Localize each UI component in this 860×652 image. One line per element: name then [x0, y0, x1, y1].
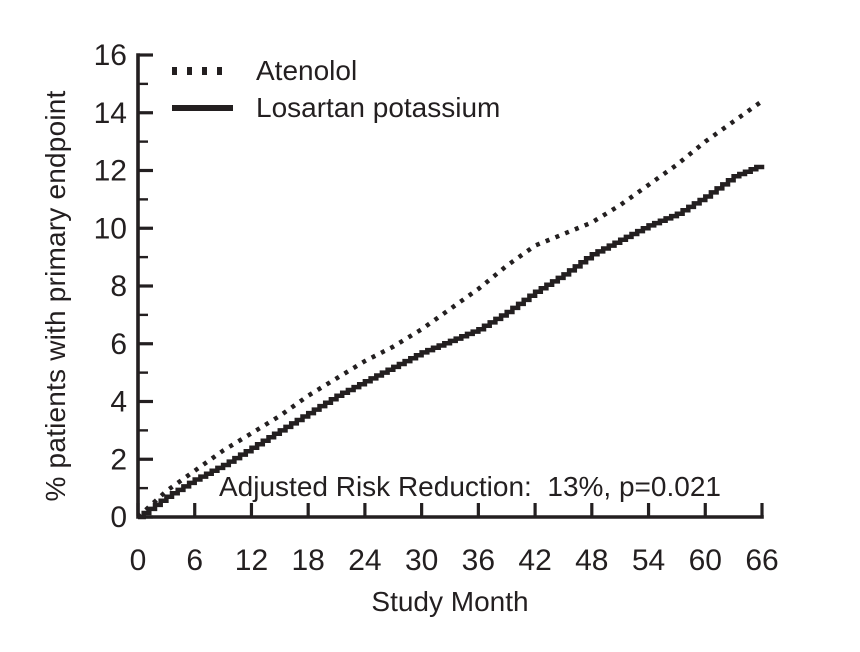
y-tick-label: 14 — [94, 97, 127, 130]
y-tick-label: 8 — [110, 270, 127, 303]
x-tick-label: 30 — [405, 544, 438, 577]
losartan-line-sample — [172, 104, 234, 111]
y-tick-label: 12 — [94, 155, 127, 188]
dotted-dash-icon — [187, 66, 192, 75]
risk-reduction-annotation: Adjusted Risk Reduction: 13%, p=0.021 — [219, 471, 721, 502]
x-tick-label: 24 — [348, 544, 381, 577]
dotted-dash-icon — [172, 66, 177, 75]
dotted-dash-icon — [202, 66, 207, 75]
dotted-dash-icon — [217, 66, 222, 75]
x-axis-title: Study Month — [371, 586, 529, 617]
legend-label-atenolol: Atenolol — [256, 54, 358, 86]
legend-label-losartan: Losartan potassium — [256, 91, 501, 123]
solid-line-icon — [172, 104, 233, 111]
y-tick-label: 10 — [94, 212, 127, 245]
y-tick-label: 16 — [94, 39, 127, 72]
x-tick-label: 42 — [518, 544, 551, 577]
x-tick-label: 18 — [291, 544, 324, 577]
x-tick-label: 12 — [235, 544, 268, 577]
atenolol-series-line — [136, 99, 764, 519]
y-tick-label: 0 — [110, 501, 127, 534]
x-tick-label: 66 — [745, 544, 778, 577]
legend-item-losartan: Losartan potassium — [172, 89, 500, 126]
legend: Atenolol Losartan potassium — [172, 52, 500, 126]
x-tick-label: 54 — [632, 544, 665, 577]
atenolol-line-sample — [172, 66, 222, 75]
y-tick-label: 6 — [110, 328, 127, 361]
y-axis-title: % patients with primary endpoint — [40, 90, 71, 502]
legend-item-atenolol: Atenolol — [172, 52, 500, 89]
x-tick-label: 0 — [130, 544, 147, 577]
x-tick-label: 48 — [575, 544, 608, 577]
y-tick-label: 2 — [110, 443, 127, 476]
y-tick-label: 4 — [110, 386, 127, 419]
x-tick-label: 36 — [462, 544, 495, 577]
x-tick-label: 6 — [186, 544, 203, 577]
losartan-series-line — [138, 164, 765, 520]
x-tick-label: 60 — [689, 544, 722, 577]
